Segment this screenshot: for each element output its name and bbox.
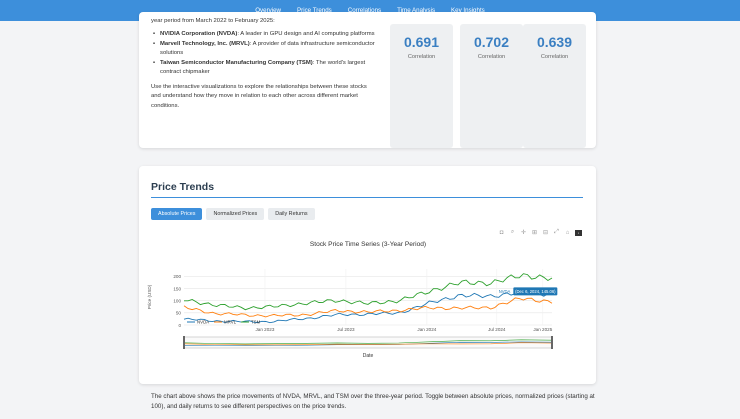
section-title: Price Trends [151,181,215,193]
x-tick-label: Jan 2024 [417,327,436,332]
correlation-value: 0.691 [403,34,440,50]
y-tick-label: 150 [173,286,181,291]
list-item: Taiwan Semiconductor Manufacturing Compa… [151,59,376,77]
chart-toolbar: ◘ ⌕ ✛ ⊞ ⊟ ⤢ ⌂ ▪ [498,229,582,236]
legend-label: NVDA [197,320,209,325]
y-tick-label: 100 [173,298,181,303]
nav-time-analysis[interactable]: Time Analysis [397,7,436,14]
correlation-label: Correlation [407,54,436,60]
zoom-in-icon[interactable]: ⊞ [531,230,538,236]
intro-tail: Use the interactive visualizations to ex… [151,84,367,109]
reset-icon[interactable]: ⌂ [565,229,570,236]
daily-returns-button[interactable]: Daily Returns [268,208,315,220]
correlation-label: Correlation [477,54,506,60]
y-axis-label: Price (USD) [147,284,152,309]
company-name: Taiwan Semiconductor Manufacturing Compa… [160,59,313,66]
intro-lead: year period from March 2022 to February … [151,18,275,24]
nav-correlations[interactable]: Correlations [347,7,382,14]
series-line-tsm [184,273,553,311]
company-desc: : A leader in GPU design and AI computin… [237,31,375,38]
pan-icon[interactable]: ✛ [520,230,527,236]
x-axis-label: Date [363,353,374,359]
normalized-prices-button[interactable]: Normalized Prices [206,208,265,220]
intro-text: year period from March 2022 to February … [151,17,376,111]
overview-card: year period from March 2022 to February … [139,12,596,148]
autoscale-icon[interactable]: ⤢ [554,229,559,235]
hover-value-label: (Dec 6, 2024, 145.06) [515,289,556,294]
camera-icon[interactable]: ◘ [499,229,504,236]
chart-caption: The chart above shows the price movement… [151,393,595,410]
list-item: Marvell Technology, Inc. (MRVL): A provi… [151,40,376,58]
company-list: NVIDIA Corporation (NVDA): A leader in G… [151,30,376,77]
correlation-card-2: 0.702 Correlation [460,24,523,148]
range-slider-handle-left [183,336,185,349]
chart-title: Stock Price Time Series (3-Year Period) [310,241,426,248]
price-trends-card: Price Trends Absolute Prices Normalized … [139,166,596,384]
x-tick-label: Jul 2024 [488,327,506,332]
series-line-mrvl [183,297,553,318]
legend-label: TSM [251,320,261,325]
company-name: Marvell Technology, Inc. (MRVL) [160,40,250,47]
range-slider-handle-right [551,336,553,349]
nav-overview[interactable]: Overview [255,7,282,14]
correlation-value: 0.639 [536,34,573,50]
company-name: NVIDIA Corporation (NVDA) [160,31,238,38]
zoom-out-icon[interactable]: ⊟ [542,230,549,236]
correlation-card-3: 0.639 Correlation [523,24,586,148]
plotly-logo-icon[interactable]: ▪ [575,229,582,236]
company-desc: : The world's largest contract chipmaker [160,59,366,76]
list-item: NVIDIA Corporation (NVDA): A leader in G… [151,30,376,39]
section-divider [151,197,583,198]
absolute-prices-button[interactable]: Absolute Prices [151,208,203,220]
range-slider-line [183,339,553,345]
zoom-icon[interactable]: ⌕ [510,229,515,235]
company-desc: : A provider of data infrastructure semi… [160,40,375,57]
x-tick-label: Jan 2025 [533,327,552,332]
series-line-nvda [183,289,553,324]
x-tick-label: Jan 2023 [256,327,275,332]
range-slider-line [183,342,553,346]
correlation-value: 0.702 [473,34,510,50]
chart-mode-buttons: Absolute Prices Normalized Prices Daily … [151,208,315,220]
nav-price-trends[interactable]: Price Trends [297,7,332,14]
correlation-card-1: 0.691 Correlation [390,24,453,148]
x-tick-label: Jul 2023 [337,327,355,332]
hover-tooltip [513,287,558,296]
price-chart[interactable]: Stock Price Time Series (3-Year Period) 0… [139,236,596,376]
y-tick-label: 0 [178,323,181,328]
legend-label: MRVL [224,320,237,325]
hover-series-label: NVDA [499,289,511,294]
correlation-label: Correlation [540,54,569,60]
nav-key-insights[interactable]: Key Insights [451,7,485,14]
y-tick-label: 200 [173,274,181,279]
y-tick-label: 50 [176,311,182,316]
